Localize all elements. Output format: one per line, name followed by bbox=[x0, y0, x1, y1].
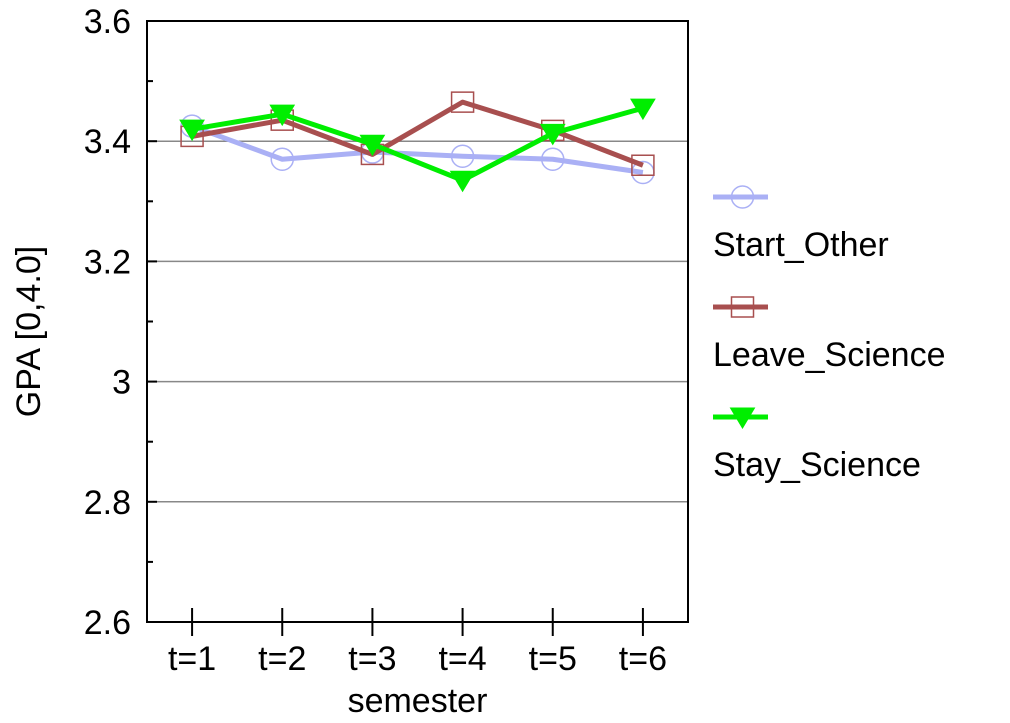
data-point-stay-science bbox=[449, 170, 476, 193]
x-tick-label: t=6 bbox=[619, 640, 667, 678]
legend-label: Stay_Science bbox=[713, 446, 921, 484]
data-point-leave-science bbox=[450, 91, 475, 113]
x-tick-label: t=2 bbox=[258, 640, 306, 678]
legend-item-leave-science: Leave_Science bbox=[713, 296, 946, 374]
legend-label: Start_Other bbox=[713, 226, 889, 264]
x-tick-label: t=4 bbox=[438, 640, 486, 678]
data-point-start-other bbox=[541, 147, 565, 171]
data-point-stay-science bbox=[630, 98, 656, 121]
legend-item-start-other: Start_Other bbox=[713, 185, 889, 264]
grid-lines bbox=[147, 140, 688, 503]
data-point-start-other bbox=[450, 144, 475, 168]
data-point-stay-science bbox=[539, 123, 566, 146]
y-tick-label: 3.6 bbox=[84, 3, 131, 41]
x-axis: t=1 t=2 t=3 t=4 t=5 t=6 bbox=[168, 608, 667, 678]
y-tick-label: 3.4 bbox=[84, 123, 131, 161]
series-layer bbox=[179, 91, 656, 193]
data-point-start-other bbox=[270, 147, 294, 171]
y-tick-label: 3 bbox=[112, 364, 131, 402]
y-tick-label: 2.8 bbox=[84, 484, 131, 522]
data-point-stay-science bbox=[179, 119, 205, 142]
data-point-stay-science bbox=[359, 134, 386, 157]
series-line-start-other bbox=[191, 123, 644, 175]
x-axis-title: semester bbox=[348, 682, 488, 720]
legend-swatch-marker bbox=[730, 185, 755, 209]
x-tick-label: t=3 bbox=[348, 640, 396, 678]
data-point-stay-science bbox=[269, 104, 296, 127]
data-point-leave-science bbox=[631, 154, 655, 176]
y-tick-label: 3.2 bbox=[84, 243, 131, 281]
x-tick-label: t=5 bbox=[529, 640, 577, 678]
series-line-stay-science bbox=[191, 105, 644, 183]
y-axis: 2.6 2.8 3 3.2 3.4 3.6 bbox=[84, 3, 157, 642]
series-stay-science bbox=[179, 98, 656, 193]
legend: Start_Other Leave_Science Stay_Science bbox=[713, 185, 946, 484]
legend-swatch-marker bbox=[729, 407, 756, 429]
plot-frame bbox=[146, 20, 689, 623]
series-line-leave-science bbox=[191, 99, 644, 168]
x-tick-label: t=1 bbox=[168, 640, 216, 678]
y-axis-title: GPA [0,4.0] bbox=[10, 246, 48, 417]
legend-swatch-marker bbox=[730, 296, 755, 318]
legend-item-stay-science: Stay_Science bbox=[713, 407, 921, 484]
y-tick-label: 2.6 bbox=[84, 604, 131, 642]
legend-label: Leave_Science bbox=[713, 336, 946, 374]
